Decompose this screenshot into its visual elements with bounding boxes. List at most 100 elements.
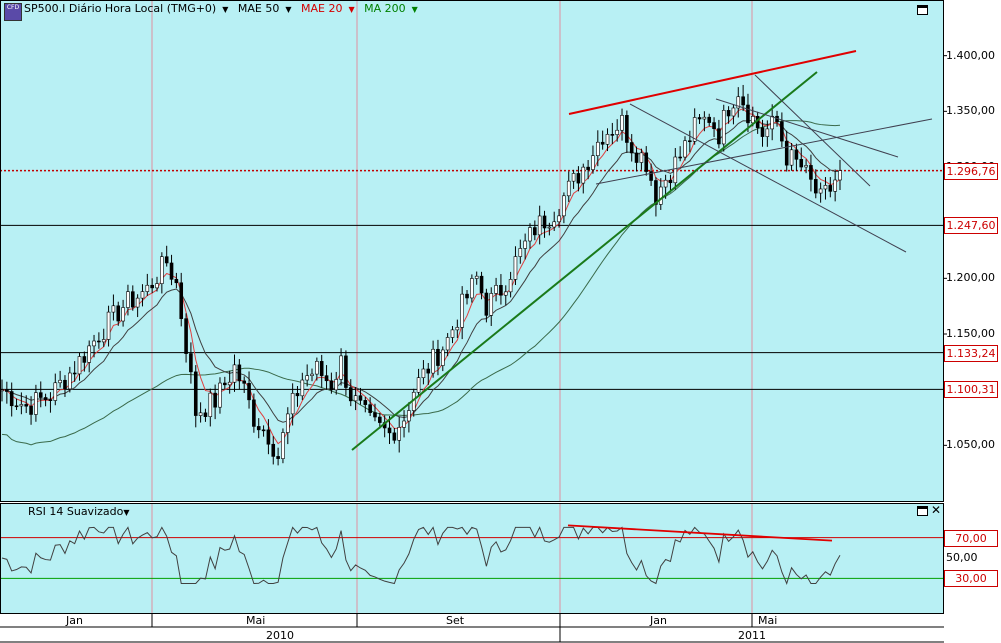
candle-body xyxy=(503,291,508,296)
rsi-pane-border xyxy=(0,503,944,614)
candle-body xyxy=(625,115,629,143)
candle-body xyxy=(397,427,402,441)
candle-body xyxy=(683,140,687,158)
candle-body xyxy=(38,392,43,398)
x-year-label: 2011 xyxy=(738,629,766,642)
candle-body xyxy=(203,412,208,417)
x-year-label: 2010 xyxy=(266,629,294,642)
candle-body xyxy=(596,141,600,156)
x-month-label: Jan xyxy=(66,614,83,627)
candle-body xyxy=(697,117,702,120)
candle-body xyxy=(770,115,774,130)
candle-body xyxy=(97,340,101,343)
candle-body xyxy=(431,348,435,374)
candle-body xyxy=(809,165,813,180)
candle-body xyxy=(591,155,595,170)
candle-body xyxy=(537,215,542,236)
candle-body xyxy=(736,96,741,109)
indicator-ma200[interactable]: MA 200 xyxy=(364,2,406,15)
candle-body xyxy=(174,279,179,284)
candle-body xyxy=(479,275,484,294)
candle-body xyxy=(9,391,14,407)
candle-body xyxy=(455,327,460,331)
candle-body xyxy=(310,373,314,376)
candle-body xyxy=(392,432,397,441)
candle-body xyxy=(518,248,523,257)
candle-body xyxy=(407,410,411,422)
candle-body xyxy=(242,380,246,384)
candle-body xyxy=(465,293,469,299)
candle-body xyxy=(586,166,590,170)
mae50-line xyxy=(1,119,841,423)
candle-body xyxy=(649,171,653,181)
candle-body xyxy=(256,426,261,431)
candle-body xyxy=(416,377,421,393)
indicator-mae20[interactable]: MAE 20 xyxy=(301,2,343,15)
y-tick-label: 1.050,00 xyxy=(946,438,995,452)
symbol-dropdown-icon[interactable]: ▼ xyxy=(222,5,229,14)
candle-body xyxy=(818,188,823,194)
candle-body xyxy=(198,412,203,416)
candle-body xyxy=(654,180,658,205)
x-month-label: Mai xyxy=(758,614,778,627)
candle-body xyxy=(765,128,770,137)
candle-body xyxy=(87,345,91,363)
candle-body xyxy=(712,122,716,129)
candle-body xyxy=(547,226,552,229)
rsi-level-tag: 70,00 xyxy=(944,529,998,547)
candle-body xyxy=(252,399,256,427)
candle-body xyxy=(474,275,479,279)
candle-body xyxy=(213,392,217,408)
rsi-level-tag: 30,00 xyxy=(944,570,998,588)
candle-body xyxy=(184,318,188,354)
candle-body xyxy=(692,117,697,142)
y-tick-label: 1.400,00 xyxy=(946,48,995,62)
candle-body xyxy=(721,110,726,145)
rsi-dropdown-icon[interactable]: ▼ xyxy=(123,508,130,517)
candle-body xyxy=(576,173,581,184)
candle-body xyxy=(789,149,794,166)
candle-body xyxy=(644,152,649,172)
candle-body xyxy=(19,404,24,407)
candle-body xyxy=(828,185,833,192)
candle-body xyxy=(358,395,363,401)
candle-body xyxy=(315,361,319,375)
candle-body xyxy=(48,399,53,401)
candle-body xyxy=(726,110,731,117)
candle-body xyxy=(53,382,58,401)
close-icon[interactable]: ✕ xyxy=(931,503,942,517)
candle-body xyxy=(378,416,382,423)
ma200-dropdown-icon[interactable]: ▼ xyxy=(411,5,418,14)
candle-body xyxy=(731,107,736,117)
current-price-tag: 1.296,76 xyxy=(944,162,998,180)
mae50-dropdown-icon[interactable]: ▼ xyxy=(285,5,292,14)
candle-body xyxy=(281,432,285,459)
candle-body xyxy=(179,282,184,319)
candle-body xyxy=(237,364,242,382)
candle-body xyxy=(600,141,605,145)
symbol-label[interactable]: SP500.I Diário Hora Local (TMG+0) xyxy=(24,2,217,15)
level-tag: 1.100,31 xyxy=(944,381,998,399)
candle-body xyxy=(571,173,576,182)
candle-body xyxy=(460,293,464,328)
rsi-maximize-icon[interactable] xyxy=(917,506,928,516)
x-month-label: Mai xyxy=(246,614,266,627)
candle-body xyxy=(218,382,222,408)
level-tag: 1.247,60 xyxy=(944,217,998,235)
candle-body xyxy=(707,116,712,123)
candle-body xyxy=(14,405,19,408)
candle-body xyxy=(111,305,116,313)
candle-body xyxy=(620,115,624,131)
candle-body xyxy=(145,284,150,292)
candle-body xyxy=(247,383,251,401)
thin-trendline-1 xyxy=(595,118,933,185)
indicator-mae50[interactable]: MAE 50 xyxy=(237,2,280,15)
candle-body xyxy=(160,256,164,284)
x-month-label: Jan xyxy=(650,614,667,627)
maximize-icon[interactable] xyxy=(917,5,928,15)
mae20-dropdown-icon[interactable]: ▼ xyxy=(348,5,355,14)
candle-body xyxy=(823,185,828,190)
rsi-label[interactable]: RSI 14 Suavizado xyxy=(28,505,124,518)
